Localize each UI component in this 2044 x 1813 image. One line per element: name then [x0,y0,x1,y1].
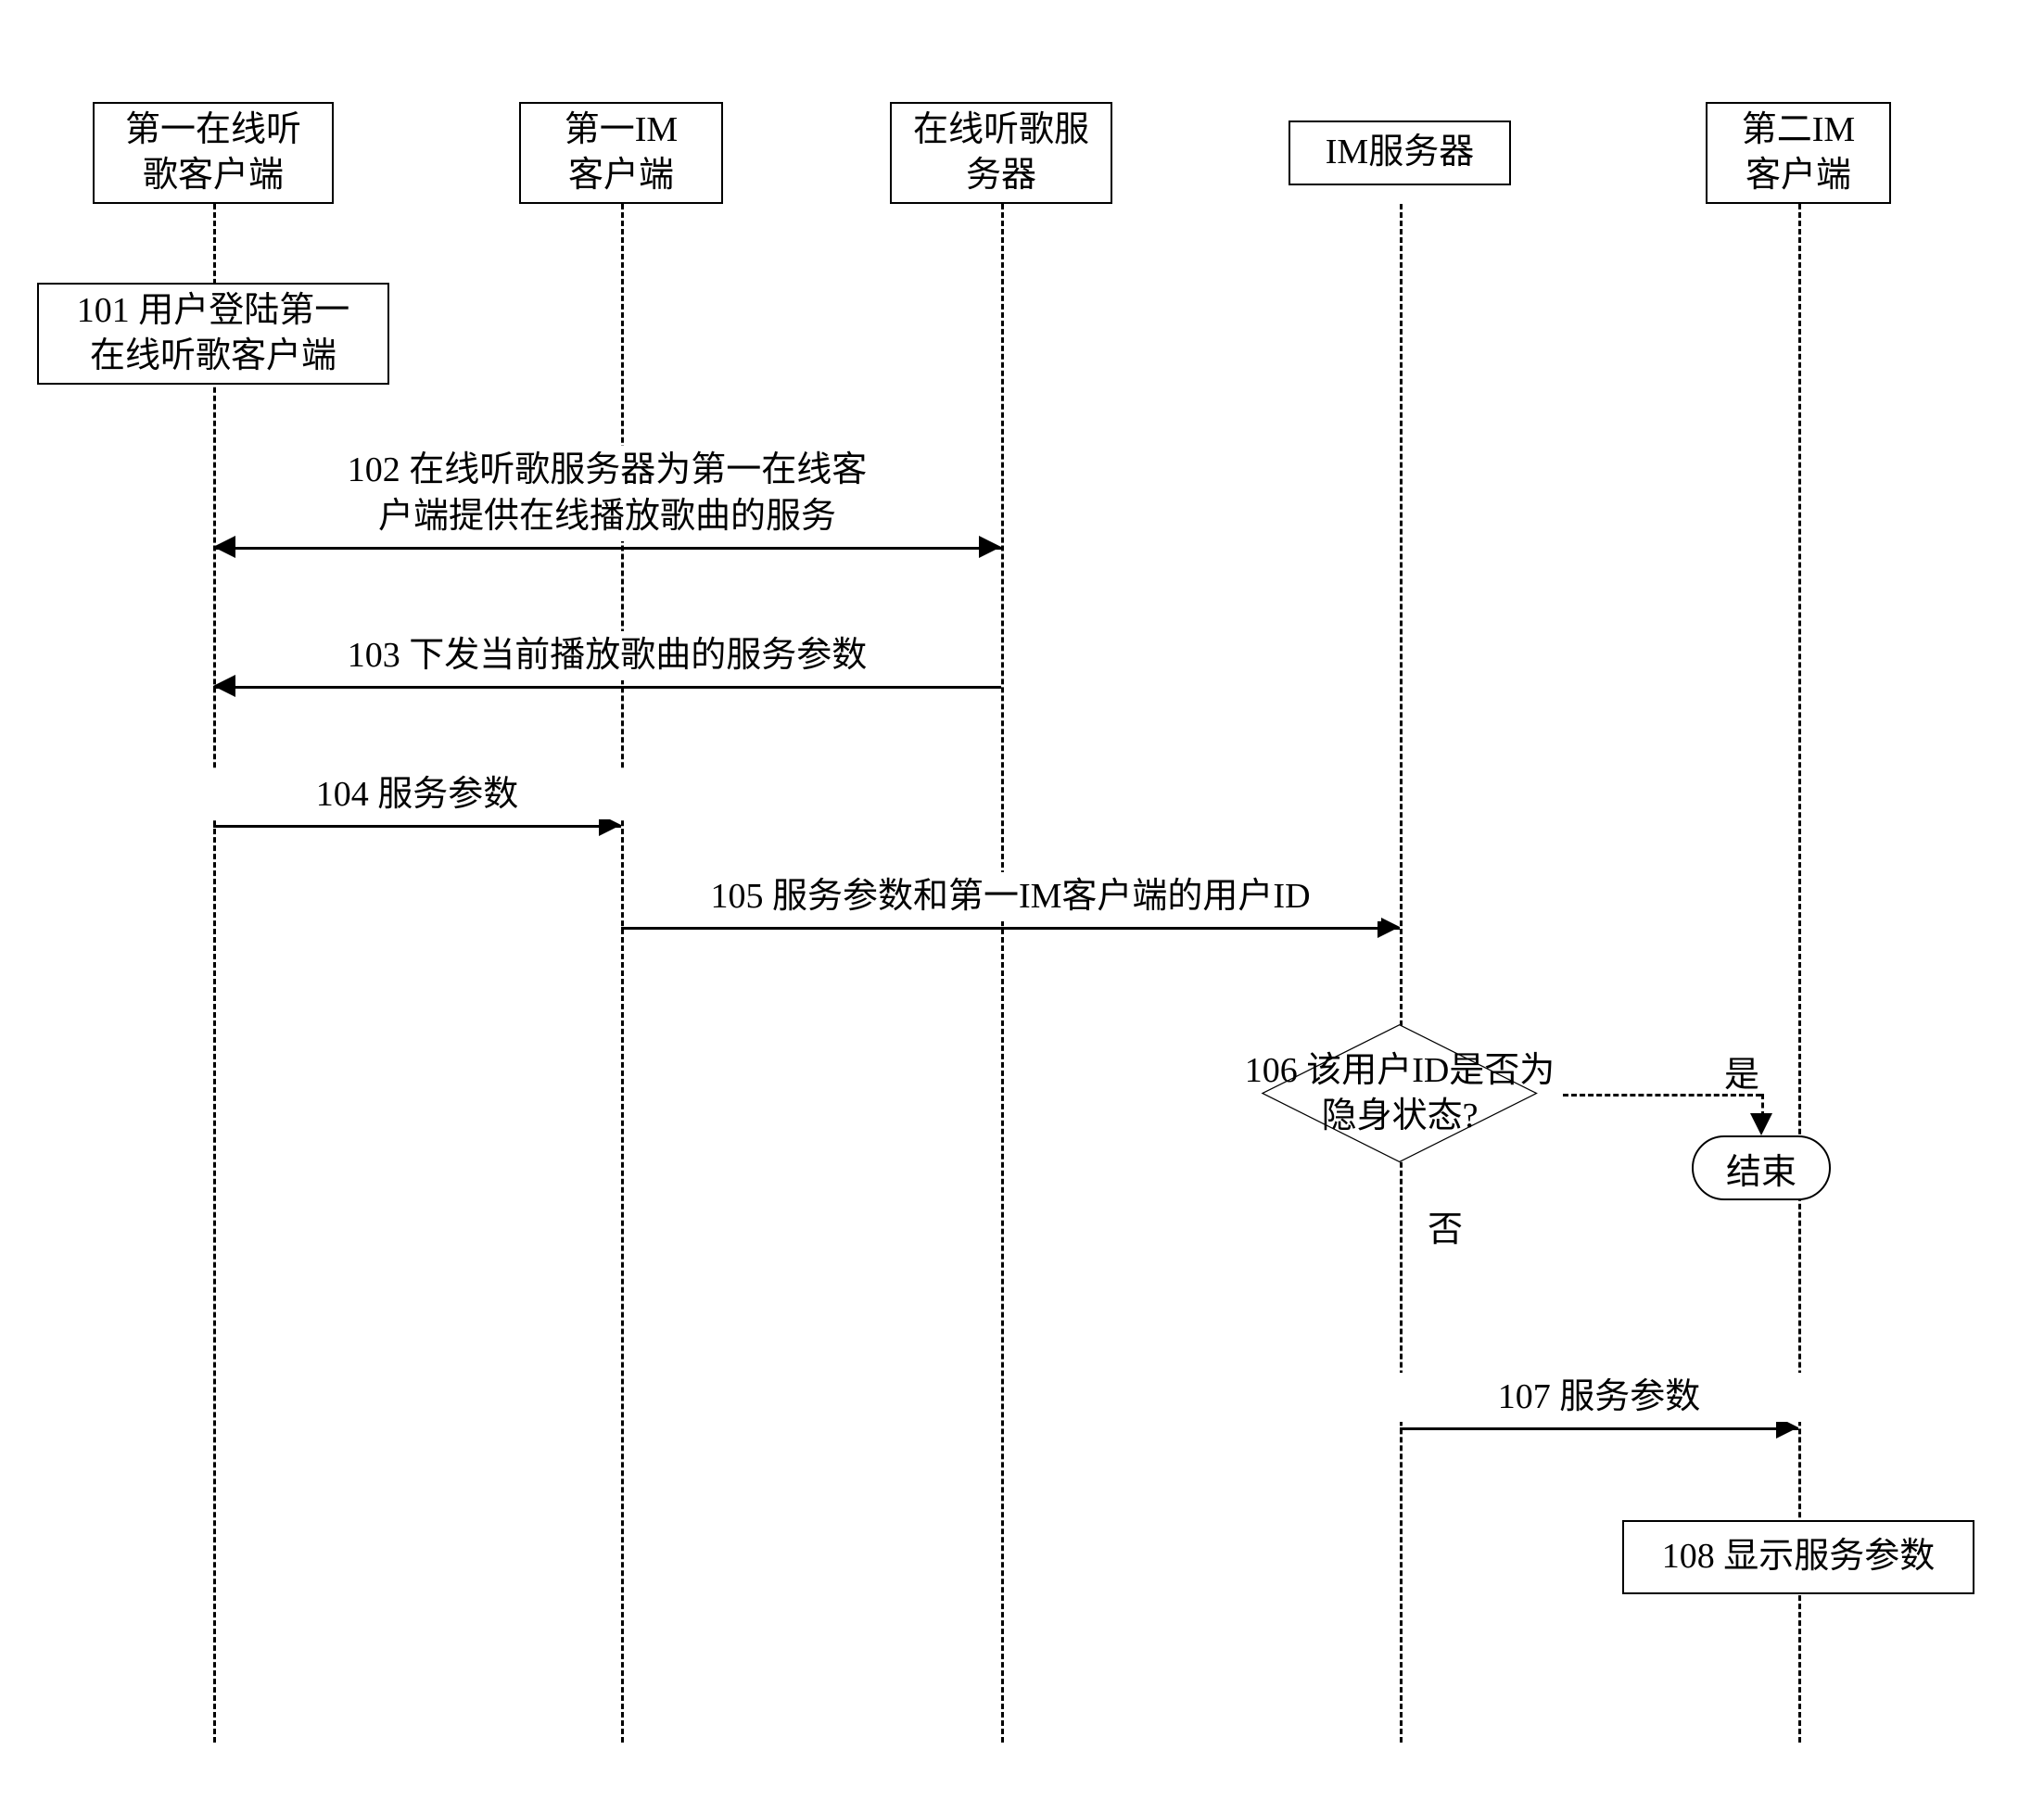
lifeline-p5 [1798,204,1801,1743]
lifeline-p2 [621,204,624,1743]
step-108-box: 108 显示服务参数 [1622,1520,1974,1594]
participant-p2: 第一IM客户端 [519,102,723,204]
step-102-line [213,547,1001,550]
step-102-head-left [213,536,235,558]
participant-p4: IM服务器 [1289,120,1511,185]
step-105-line [621,927,1400,930]
step-105-label: 105 服务参数和第一IM客户端的用户ID [640,872,1381,921]
step-107-line [1400,1427,1798,1430]
step-107-label: 107 服务参数 [1228,1373,1970,1422]
step-106-end: 结束 [1692,1135,1831,1200]
participant-label: IM服务器 [1326,130,1474,175]
step-104-label: 104 服务参数 [46,770,788,819]
participant-p1: 第一在线听歌客户端 [93,102,334,204]
step-104-line [213,825,621,828]
participant-p5: 第二IM客户端 [1706,102,1891,204]
step-102-head-right [979,536,1001,558]
step-label: 108 显示服务参数 [1662,1534,1936,1579]
step-102-label: 102 在线听歌服务器为第一在线客户端提供在线播放歌曲的服务 [236,446,978,541]
participant-label: 第一在线听歌客户端 [125,108,301,199]
step-106-no-label: 否 [1428,1200,1463,1251]
step-103-head [213,675,235,697]
participant-label: 在线听歌服务器 [913,108,1089,199]
step-103-label: 103 下发当前播放歌曲的服务参数 [236,631,978,680]
participant-label: 第一IM客户端 [565,108,678,199]
step-103-line [213,686,1001,689]
step-106-yes-arrow [1750,1113,1772,1135]
participant-p3: 在线听歌服务器 [890,102,1112,204]
lifeline-p3 [1001,204,1004,1743]
step-label: 101 用户登陆第一在线听歌客户端 [77,288,350,380]
lifeline-p1 [213,204,216,1743]
lifeline-p4 [1400,204,1403,1743]
participant-label: 第二IM客户端 [1742,108,1855,199]
step-106-yes-label: 是 [1724,1046,1759,1097]
step-101-box: 101 用户登陆第一在线听歌客户端 [37,283,389,385]
